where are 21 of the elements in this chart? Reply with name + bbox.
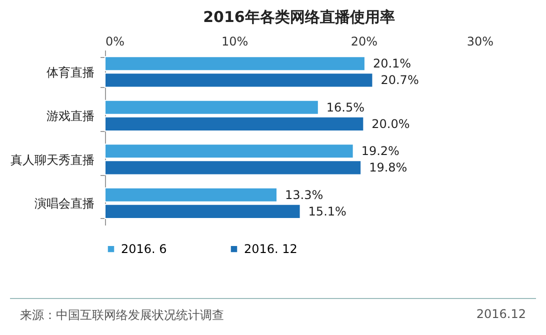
data-label: 19.8% — [369, 160, 408, 175]
text: 2016.12 — [476, 307, 526, 323]
data-label: 16.5% — [326, 100, 365, 114]
chart-title: 2016年各类网络直播使用率 — [203, 8, 395, 26]
x-tick-label: 20% — [350, 34, 378, 48]
data-label: 15.1% — [308, 204, 346, 218]
y-tick-label: 游戏直播 — [46, 109, 94, 124]
data-label: 20.1% — [372, 56, 412, 71]
legend-label: 2016. 6 — [121, 242, 167, 256]
source-note: 来源：中国互联网络发展状况统计调查 — [20, 307, 224, 324]
x-tick-label: 0% — [106, 34, 125, 48]
y-tick-label: 演唱会直播 — [34, 196, 94, 211]
y-tick-label: 体育直播 — [46, 65, 94, 80]
data-label: 19.2% — [361, 144, 400, 158]
x-tick-label: 10% — [221, 34, 248, 48]
data-label: 20.0% — [372, 116, 410, 131]
legend-label: 2016. 12 — [244, 242, 298, 256]
data-label: 13.3% — [285, 188, 324, 202]
data-label: 20.7% — [380, 73, 419, 88]
y-tick-label: 真人聊天秀直播 — [10, 152, 94, 167]
x-tick-label: 30% — [466, 34, 494, 48]
